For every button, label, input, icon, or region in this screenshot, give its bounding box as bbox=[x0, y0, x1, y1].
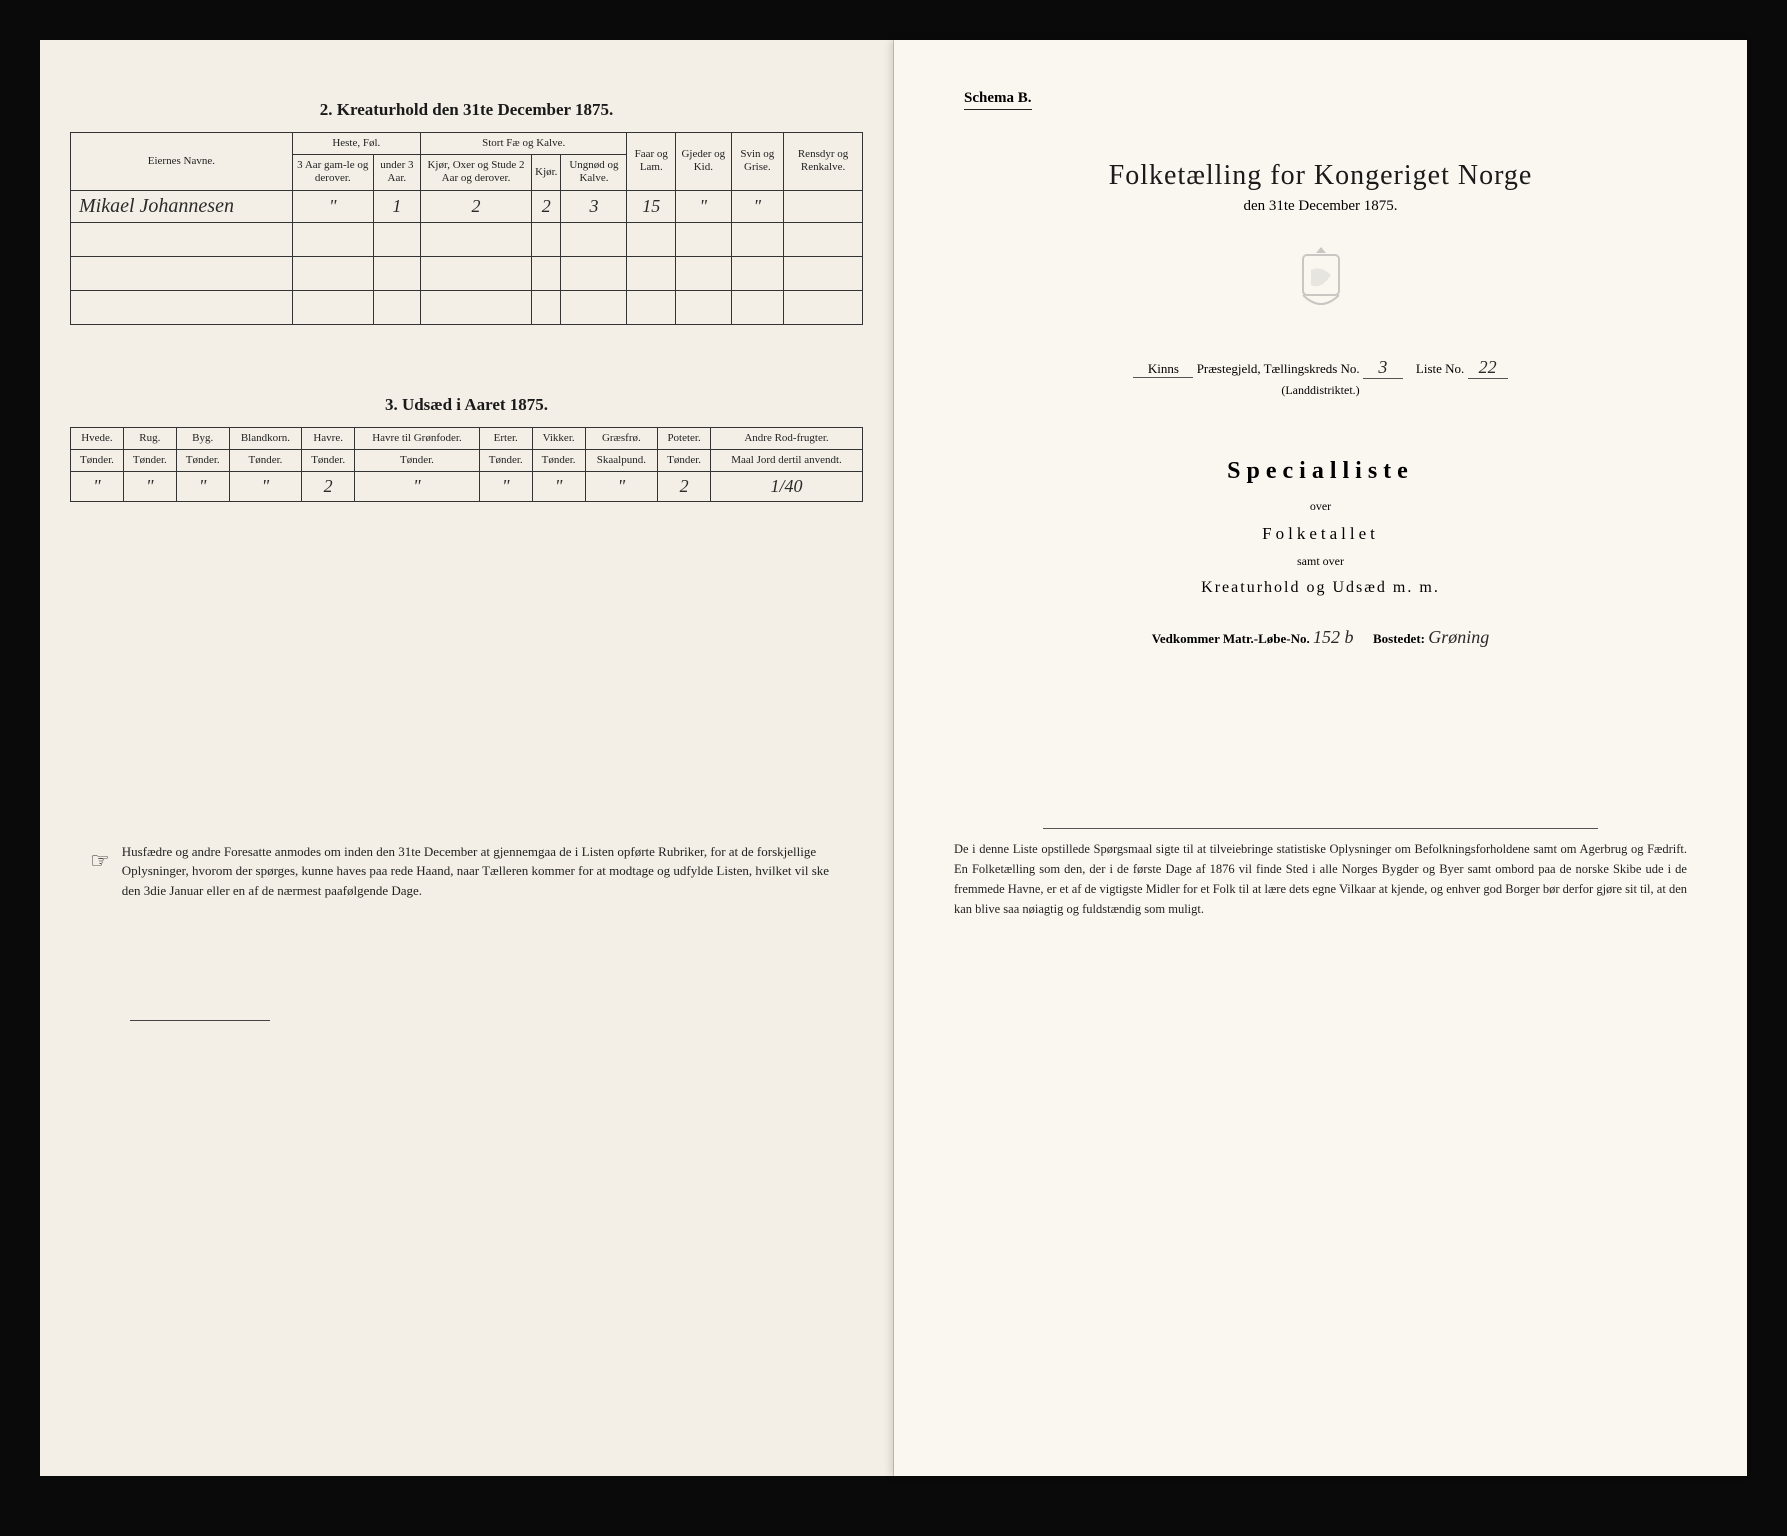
col-sheep: Faar og Lam. bbox=[627, 133, 676, 191]
col: Poteter. bbox=[658, 427, 711, 449]
parish-name: Kinns bbox=[1133, 361, 1193, 378]
col-cattle-b: Kjør. bbox=[532, 155, 561, 190]
matr-line: Vedkommer Matr.-Løbe-No. 152 b Bostedet:… bbox=[924, 627, 1717, 648]
section-3-title: 3. Udsæd i Aaret 1875. bbox=[70, 395, 863, 415]
liste-no: 22 bbox=[1468, 357, 1508, 379]
unit: Tønder. bbox=[532, 449, 585, 471]
col: Byg. bbox=[176, 427, 229, 449]
unit: Tønder. bbox=[71, 449, 124, 471]
right-page: Schema B. Folketælling for Kongeriget No… bbox=[894, 40, 1747, 1476]
schema-label: Schema B. bbox=[964, 90, 1032, 110]
col: Græsfrø. bbox=[585, 427, 658, 449]
table-row bbox=[71, 222, 863, 256]
col: Andre Rod-frugter. bbox=[711, 427, 863, 449]
col-cattle-a: Kjør, Oxer og Stude 2 Aar og derover. bbox=[420, 155, 531, 190]
seed-data-row: " " " " 2 " " " " 2 1/40 bbox=[71, 471, 863, 501]
col: Vikker. bbox=[532, 427, 585, 449]
col-reindeer: Rensdyr og Renkalve. bbox=[784, 133, 863, 191]
explanatory-paragraph: De i denne Liste opstillede Spørgsmaal s… bbox=[924, 839, 1717, 919]
divider bbox=[1043, 828, 1598, 829]
col-horse-a: 3 Aar gam-le og derover. bbox=[292, 155, 373, 190]
col-group-cattle: Stort Fæ og Kalve. bbox=[420, 133, 627, 155]
col: Havre. bbox=[302, 427, 355, 449]
col: Havre til Grønfoder. bbox=[355, 427, 480, 449]
cell: 3 bbox=[561, 190, 627, 222]
table-row: Mikael Johannesen " 1 2 2 3 15 " " bbox=[71, 190, 863, 222]
seed-unit-row: Tønder. Tønder. Tønder. Tønder. Tønder. … bbox=[71, 449, 863, 471]
cell: " bbox=[71, 471, 124, 501]
col: Blandkorn. bbox=[229, 427, 302, 449]
cell: " bbox=[532, 471, 585, 501]
section-2-title: 2. Kreaturhold den 31te December 1875. bbox=[70, 100, 863, 120]
cell: " bbox=[123, 471, 176, 501]
cell: 1/40 bbox=[711, 471, 863, 501]
unit: Skaalpund. bbox=[585, 449, 658, 471]
col: Rug. bbox=[123, 427, 176, 449]
left-page: 2. Kreaturhold den 31te December 1875. E… bbox=[40, 40, 894, 1476]
matr-no: 152 b bbox=[1313, 627, 1354, 647]
kreds-no: 3 bbox=[1363, 357, 1403, 379]
liste-label: Liste No. bbox=[1416, 361, 1464, 376]
divider bbox=[130, 1020, 270, 1021]
cell: 1 bbox=[373, 190, 420, 222]
cell: " bbox=[585, 471, 658, 501]
unit: Tønder. bbox=[302, 449, 355, 471]
parish-label: Præstegjeld, Tællingskreds No. bbox=[1197, 361, 1360, 376]
over-label: over bbox=[924, 499, 1717, 514]
cell bbox=[784, 190, 863, 222]
col: Hvede. bbox=[71, 427, 124, 449]
folketallet-label: Folketallet bbox=[924, 524, 1717, 544]
cell: 2 bbox=[420, 190, 531, 222]
col-cattle-c: Ungnød og Kalve. bbox=[561, 155, 627, 190]
cell: " bbox=[676, 190, 731, 222]
cell: 2 bbox=[532, 190, 561, 222]
census-date: den 31te December 1875. bbox=[924, 198, 1717, 215]
col-owner: Eiernes Navne. bbox=[71, 133, 293, 191]
cell: " bbox=[355, 471, 480, 501]
note-text: Husfædre og andre Foresatte anmodes om i… bbox=[122, 842, 843, 901]
col-group-horse: Heste, Føl. bbox=[292, 133, 420, 155]
seed-header-row: Hvede. Rug. Byg. Blandkorn. Havre. Havre… bbox=[71, 427, 863, 449]
unit: Tønder. bbox=[229, 449, 302, 471]
unit: Tønder. bbox=[479, 449, 532, 471]
cell: 15 bbox=[627, 190, 676, 222]
specialliste-heading: Specialliste bbox=[924, 458, 1717, 485]
cell: " bbox=[176, 471, 229, 501]
seed-table: Hvede. Rug. Byg. Blandkorn. Havre. Havre… bbox=[70, 427, 863, 502]
pointing-hand-icon: ☞ bbox=[90, 844, 110, 901]
unit: Tønder. bbox=[355, 449, 480, 471]
cell: 2 bbox=[302, 471, 355, 501]
col-goat: Gjeder og Kid. bbox=[676, 133, 731, 191]
instruction-note: ☞ Husfædre og andre Foresatte anmodes om… bbox=[70, 842, 863, 901]
livestock-table: Eiernes Navne. Heste, Føl. Stort Fæ og K… bbox=[70, 132, 863, 325]
table-row bbox=[71, 256, 863, 290]
land-district: (Landdistriktet.) bbox=[924, 383, 1717, 398]
samt-label: samt over bbox=[924, 554, 1717, 569]
unit: Maal Jord dertil anvendt. bbox=[711, 449, 863, 471]
unit: Tønder. bbox=[176, 449, 229, 471]
cell: 2 bbox=[658, 471, 711, 501]
cell: " bbox=[292, 190, 373, 222]
kreaturhold-label: Kreaturhold og Udsæd m. m. bbox=[924, 579, 1717, 597]
census-title: Folketælling for Kongeriget Norge bbox=[924, 160, 1717, 192]
bosted-value: Grøning bbox=[1428, 627, 1489, 647]
table-row bbox=[71, 290, 863, 324]
coat-of-arms-icon bbox=[924, 245, 1717, 327]
matr-label: Vedkommer Matr.-Løbe-No. bbox=[1152, 631, 1310, 646]
col: Erter. bbox=[479, 427, 532, 449]
owner-name: Mikael Johannesen bbox=[71, 190, 293, 222]
parish-line: Kinns Præstegjeld, Tællingskreds No. 3 L… bbox=[924, 357, 1717, 379]
cell: " bbox=[479, 471, 532, 501]
col-horse-b: under 3 Aar. bbox=[373, 155, 420, 190]
cell: " bbox=[731, 190, 784, 222]
bosted-label: Bostedet: bbox=[1373, 631, 1425, 646]
unit: Tønder. bbox=[123, 449, 176, 471]
col-pig: Svin og Grise. bbox=[731, 133, 784, 191]
scanned-document: 2. Kreaturhold den 31te December 1875. E… bbox=[40, 40, 1747, 1476]
cell: " bbox=[229, 471, 302, 501]
unit: Tønder. bbox=[658, 449, 711, 471]
